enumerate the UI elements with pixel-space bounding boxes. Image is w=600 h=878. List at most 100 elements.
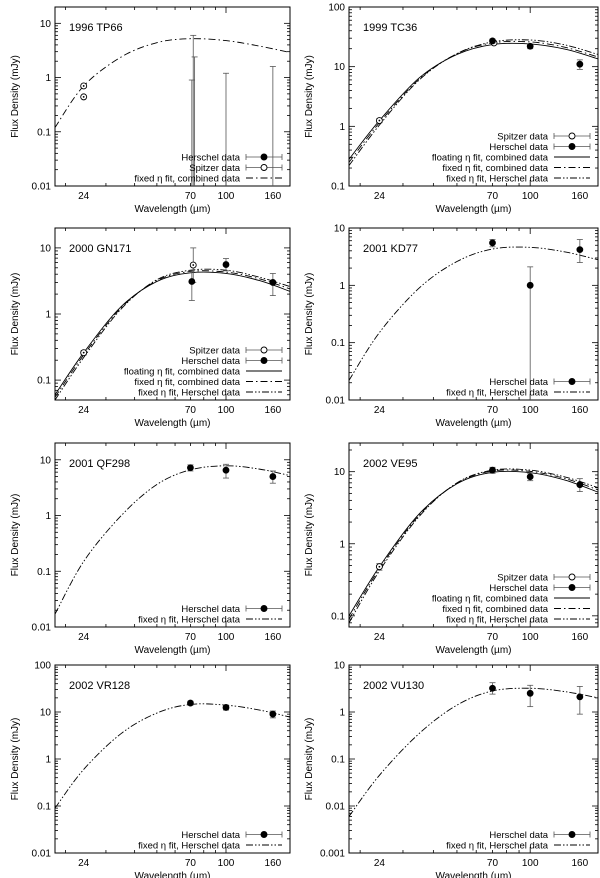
legend-label-fixed_combined: fixed η fit, combined data xyxy=(134,174,240,185)
plot-frame xyxy=(54,6,291,187)
x-tick-label: 160 xyxy=(571,858,588,869)
legend-marker xyxy=(568,378,576,385)
y-tick-label: 0.1 xyxy=(37,567,51,578)
y-tick-label: 0.1 xyxy=(37,376,51,387)
fit-curve-solid xyxy=(349,42,598,160)
legend-label-spitzer: Spitzer data xyxy=(497,573,548,584)
legend-label-spitzer: Spitzer data xyxy=(189,346,240,357)
spitzer-point-dot xyxy=(82,85,85,87)
y-tick-label: 10 xyxy=(334,62,346,73)
legend-label-herschel: Herschel data xyxy=(181,830,240,841)
y-tick-label: 1 xyxy=(45,73,51,84)
y-axis-label: Flux Density (mJy) xyxy=(10,494,21,577)
y-axis-label: Flux Density (mJy) xyxy=(304,55,315,138)
x-tick-label: 70 xyxy=(487,632,499,643)
y-axis-label: Flux Density (mJy) xyxy=(10,55,21,138)
model-curves xyxy=(55,703,290,809)
data-points xyxy=(187,699,277,719)
legend-marker xyxy=(260,346,268,354)
herschel-point xyxy=(489,239,496,247)
model-curves xyxy=(55,268,290,400)
chart-title: 2002 VR128 xyxy=(69,680,130,692)
fit-curve-dashdot xyxy=(55,270,290,398)
x-tick-label: 100 xyxy=(522,632,539,643)
herschel-point xyxy=(576,60,584,68)
herschel-point xyxy=(526,281,534,289)
x-tick-label: 24 xyxy=(374,191,386,202)
x-tick-label: 100 xyxy=(218,858,235,869)
legend-marker xyxy=(260,357,268,364)
x-tick-label: 160 xyxy=(265,191,282,202)
x-tick-label: 160 xyxy=(265,405,282,416)
chart-panel-2: 0.1 1 10 100 24 70 100 160 Wavelength (µm) Flux D… xyxy=(304,3,599,215)
herschel-point xyxy=(576,693,584,701)
legend-label-fixed_herschel: fixed η fit, Herschel data xyxy=(446,388,549,399)
x-tick-label: 70 xyxy=(487,405,499,416)
y-axis-label: Flux Density (mJy) xyxy=(304,273,315,356)
y-tick-label: 0.1 xyxy=(331,611,345,622)
x-tick-label: 70 xyxy=(487,191,499,202)
x-tick-label: 160 xyxy=(571,191,588,202)
y-tick-label: 10 xyxy=(40,243,52,254)
x-tick-label: 160 xyxy=(265,858,282,869)
chart-panel-7: 0.01 0.1 1 10 100 24 70 100 160 Wavelength (µm) Fl… xyxy=(10,661,291,878)
data-points xyxy=(80,34,276,186)
x-tick-label: 160 xyxy=(571,405,588,416)
legend-label-floating: floating η fit, combined data xyxy=(432,153,549,164)
data-points xyxy=(80,247,277,357)
herschel-point xyxy=(526,42,534,50)
y-axis-label: Flux Density (mJy) xyxy=(10,718,21,801)
chart-panel-5: 0.01 0.1 1 10 24 70 100 160 Wavelength (µm) Flux … xyxy=(10,442,291,656)
x-tick-label: 24 xyxy=(78,632,90,643)
chart-title: 2001 KD77 xyxy=(363,243,418,255)
herschel-point xyxy=(187,464,194,472)
data-points xyxy=(187,463,277,484)
y-axis-label: Flux Density (mJy) xyxy=(304,494,315,577)
fit-curve-dashdotdot xyxy=(349,468,598,624)
x-axis-label: Wavelength (µm) xyxy=(135,645,211,656)
herschel-point xyxy=(269,279,277,286)
plot-frame xyxy=(348,664,599,854)
legend-marker xyxy=(568,143,576,150)
x-axis-label: Wavelength (µm) xyxy=(436,204,512,215)
x-tick-label: 24 xyxy=(78,858,90,869)
legend-marker xyxy=(568,132,576,140)
legend-label-fixed_combined: fixed η fit, combined data xyxy=(442,604,548,615)
legend-label-herschel: Herschel data xyxy=(181,153,240,164)
y-tick-label: 0.001 xyxy=(320,849,345,860)
y-tick-label: 1 xyxy=(339,281,345,292)
x-tick-label: 100 xyxy=(218,632,235,643)
x-axis-label: Wavelength (µm) xyxy=(436,418,512,429)
legend-label-herschel: Herschel data xyxy=(489,583,548,594)
legend-label-herschel: Herschel data xyxy=(489,377,548,388)
x-axis-label: Wavelength (µm) xyxy=(135,418,211,429)
fit-curve-dashdot xyxy=(349,469,598,620)
herschel-point xyxy=(188,278,196,285)
y-tick-label: 10 xyxy=(334,467,346,478)
herschel-point xyxy=(269,710,277,718)
herschel-point xyxy=(489,684,496,692)
y-tick-label: 0.01 xyxy=(326,802,346,813)
fit-curve-dashdotdot xyxy=(55,465,290,615)
chart-panel-6: 0.1 1 10 24 70 100 160 Wavelength (µm) Flux Dens… xyxy=(304,442,599,656)
x-axis-label: Wavelength (µm) xyxy=(436,645,512,656)
y-tick-label: 0.01 xyxy=(32,182,52,193)
y-axis-label: Flux Density (mJy) xyxy=(10,273,21,356)
legend-label-fixed_herschel: fixed η fit, Herschel data xyxy=(446,615,549,626)
x-tick-label: 100 xyxy=(522,858,539,869)
y-tick-label: 10 xyxy=(40,455,52,466)
plot-frame xyxy=(54,664,291,854)
legend-label-herschel: Herschel data xyxy=(181,604,240,615)
x-tick-label: 24 xyxy=(374,858,386,869)
legend-label-spitzer: Spitzer data xyxy=(497,132,548,143)
model-curves xyxy=(349,468,598,624)
legend-label-fixed_herschel: fixed η fit, Herschel data xyxy=(446,174,549,185)
y-tick-label: 0.01 xyxy=(326,396,346,407)
legend-label-herschel: Herschel data xyxy=(489,142,548,153)
chart-title: 2002 VE95 xyxy=(363,458,417,470)
legend-label-fixed_herschel: fixed η fit, Herschel data xyxy=(138,615,241,626)
y-tick-label: 0.01 xyxy=(32,623,52,634)
